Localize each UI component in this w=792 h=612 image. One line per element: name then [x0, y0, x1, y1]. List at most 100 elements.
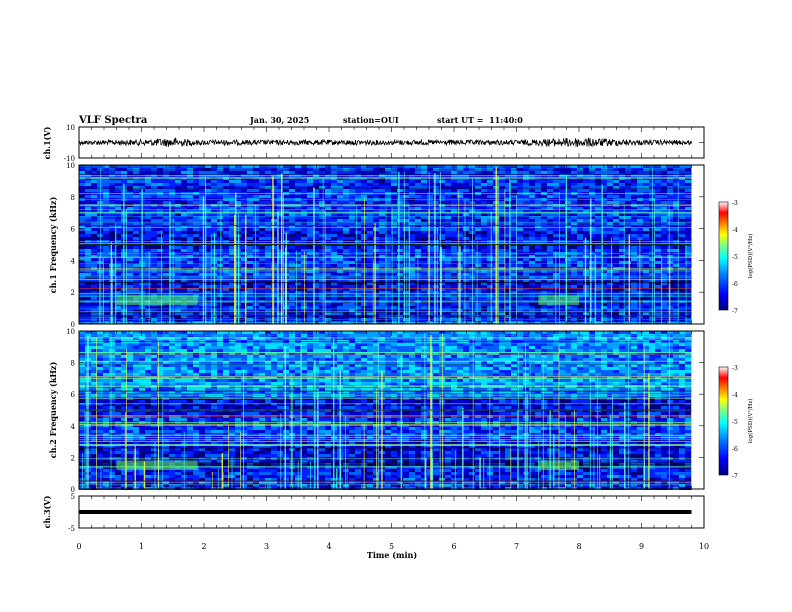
spectrogram-cell: [109, 165, 115, 168]
spectrogram-cell: [475, 207, 481, 210]
spectrogram-cell: [79, 306, 85, 309]
spectrogram-cell: [205, 225, 211, 228]
spectrogram-cell: [529, 207, 535, 210]
spectrogram-cell: [349, 255, 355, 258]
spectrogram-cell: [79, 183, 85, 186]
spectrogram-cell: [127, 282, 133, 285]
spectrogram-cell: [409, 303, 415, 306]
spectrogram-cell: [313, 201, 319, 204]
spectrogram-cell: [259, 183, 265, 186]
spectrogram-cell: [301, 234, 307, 237]
spectrogram-cell: [403, 306, 409, 309]
spectrogram-cell: [451, 219, 457, 222]
spectrogram-cell: [541, 249, 547, 252]
spectrogram-cell: [481, 273, 487, 276]
spectrogram-cell: [151, 258, 157, 261]
spectrogram-cell: [547, 315, 553, 318]
spectrogram-cell: [91, 195, 97, 198]
spectrogram-cell: [283, 171, 289, 174]
spectrogram-cell: [265, 237, 271, 240]
spectrogram-cell: [169, 309, 175, 312]
spectrogram-cell: [307, 165, 313, 168]
spectrogram-cell: [307, 309, 313, 312]
spectrogram-cell: [403, 222, 409, 225]
spectrogram-cell: [169, 195, 175, 198]
spectrogram-cell: [607, 171, 613, 174]
spectrogram-cell: [343, 291, 349, 294]
spectrogram-cell: [205, 213, 211, 216]
spectrogram-cell: [109, 168, 115, 171]
spectrogram-cell: [175, 273, 181, 276]
spectrogram-cell: [619, 234, 625, 237]
spectrogram-cell: [559, 261, 565, 264]
spectrogram-cell: [205, 303, 211, 306]
spectrogram-cell: [403, 309, 409, 312]
spectrogram-cell: [259, 297, 265, 300]
spectrogram-cell: [247, 246, 253, 249]
spectrogram-cell: [367, 231, 373, 234]
spectrogram-cell: [625, 291, 631, 294]
spectrogram-cell: [499, 297, 505, 300]
spectrogram-cell: [241, 216, 247, 219]
spectrogram-cell: [145, 228, 151, 231]
spectrogram-cell: [583, 225, 589, 228]
spectrogram-cell: [109, 303, 115, 306]
spectrogram-cell: [445, 237, 451, 240]
spectrogram-cell: [199, 315, 205, 318]
spectrogram-cell: [145, 312, 151, 315]
spectrogram-cell: [409, 282, 415, 285]
spectrogram-cell: [595, 216, 601, 219]
spectrogram-cell: [547, 246, 553, 249]
spectrogram-cell: [343, 237, 349, 240]
spectrogram-cell: [607, 291, 613, 294]
spectrogram-cell: [427, 297, 433, 300]
spectrogram-cell: [601, 282, 607, 285]
spectrogram-cell: [157, 189, 163, 192]
spectrogram-cell: [541, 288, 547, 291]
spectrogram-cell: [199, 168, 205, 171]
spectrogram-cell: [247, 201, 253, 204]
spectrogram-cell: [247, 210, 253, 213]
spectrogram-cell: [109, 186, 115, 189]
spectrogram-cell: [397, 246, 403, 249]
spectrogram-cell: [601, 228, 607, 231]
spectrogram-cell: [85, 219, 91, 222]
spectrogram-cell: [217, 195, 223, 198]
spectrogram-cell: [487, 165, 493, 168]
spectrogram-cell: [265, 222, 271, 225]
spectrogram-cell: [223, 216, 229, 219]
spectrogram-cell: [91, 273, 97, 276]
spectrogram-cell: [205, 294, 211, 297]
spectrogram-cell: [499, 180, 505, 183]
spectrogram-cell: [337, 195, 343, 198]
spectrogram-cell: [253, 180, 259, 183]
spectrogram-cell: [463, 165, 469, 168]
spectrogram-cell: [133, 288, 139, 291]
spectrogram-cell: [325, 195, 331, 198]
spectrogram-cell: [259, 291, 265, 294]
spectrogram-cell: [361, 312, 367, 315]
spectrogram-cell: [181, 219, 187, 222]
spectrogram-cell: [337, 216, 343, 219]
spectrogram-cell: [103, 294, 109, 297]
spectrogram-cell: [349, 210, 355, 213]
spectrogram-cell: [133, 180, 139, 183]
spectrogram-cell: [391, 234, 397, 237]
spectrogram-cell: [523, 231, 529, 234]
spectrogram-cell: [259, 231, 265, 234]
spectrogram-cell: [463, 273, 469, 276]
spectrogram-cell: [613, 246, 619, 249]
spectrogram-cell: [241, 165, 247, 168]
spectrogram-cell: [481, 201, 487, 204]
spectrogram-cell: [511, 228, 517, 231]
spectrogram-cell: [589, 315, 595, 318]
spectrogram-cell: [289, 216, 295, 219]
spectrogram-cell: [253, 255, 259, 258]
spectrogram-cell: [601, 279, 607, 282]
spectrogram-cell: [511, 285, 517, 288]
spectrogram-cell: [103, 291, 109, 294]
spectrogram-cell: [481, 294, 487, 297]
spectrogram-cell: [325, 258, 331, 261]
spectrogram-cell: [589, 249, 595, 252]
spectrogram-cell: [505, 165, 511, 168]
